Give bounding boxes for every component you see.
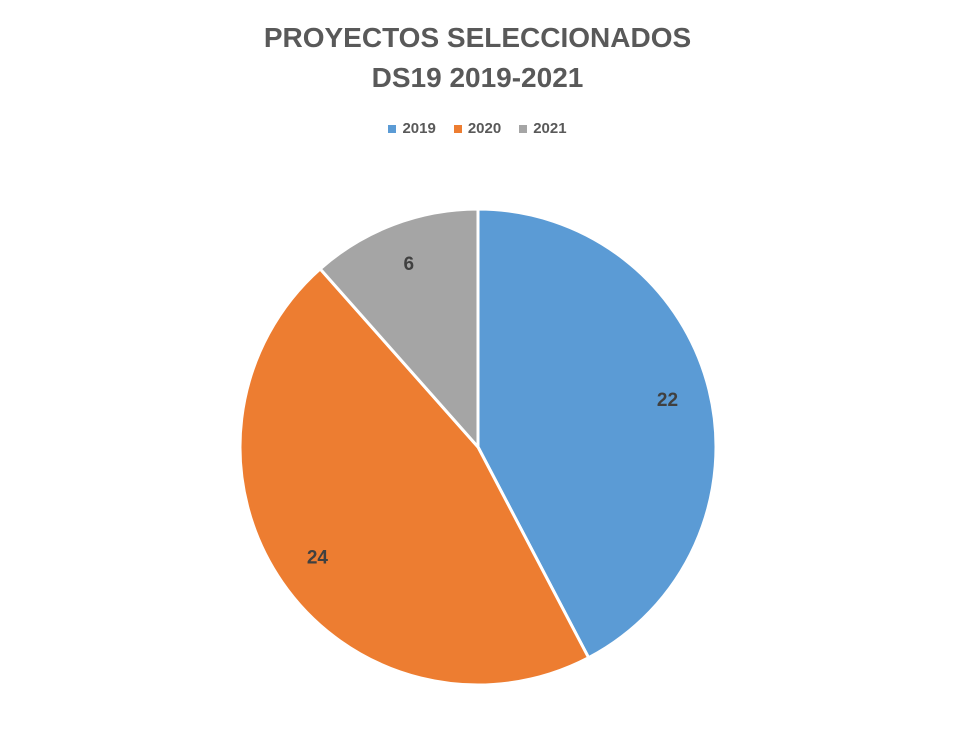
pie-slice-2021	[318, 207, 480, 451]
pie-slice-2020	[238, 266, 591, 687]
pie-slices	[238, 207, 718, 687]
data-label-2019: 22	[657, 390, 678, 411]
legend-item-2021: 2021	[519, 119, 567, 139]
legend-label-2020: 2020	[467, 120, 502, 137]
legend-label-2021: 2021	[533, 120, 567, 137]
pie-data-labels: 22 24 6	[307, 254, 678, 568]
legend-label-2019: 2019	[402, 120, 436, 137]
legend-item-2019: 2019	[388, 119, 436, 139]
chart-title-line-1: PROYECTOS SELECCIONADOS	[263, 22, 692, 53]
chart-title-line-2: DS19 2019-2021	[371, 62, 584, 93]
chart-legend: 2019 2020 2021	[0, 119, 955, 139]
data-label-2021: 6	[404, 254, 415, 275]
legend-swatch-2019	[388, 125, 397, 133]
data-label-2020: 24	[307, 547, 329, 568]
legend-swatch-2021	[519, 125, 528, 133]
legend-item-2020: 2020	[453, 119, 502, 139]
legend-swatch-2020	[453, 125, 462, 133]
pie-slice-2019	[476, 207, 718, 660]
